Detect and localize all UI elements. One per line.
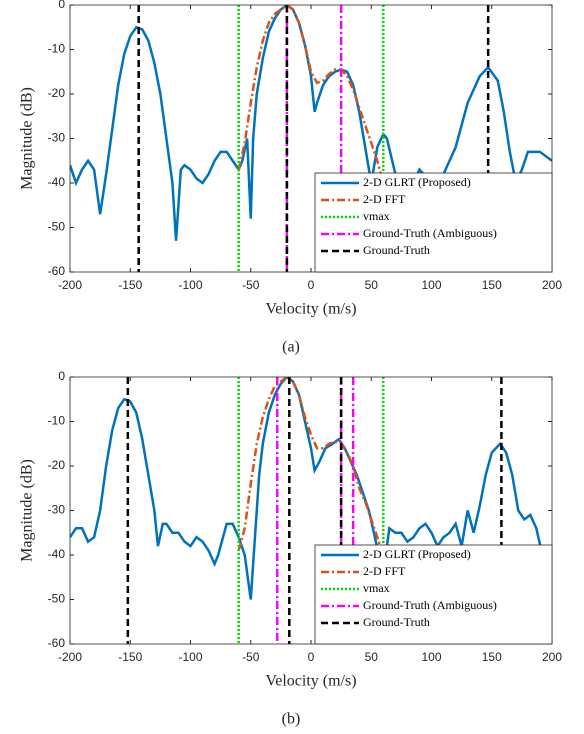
legend-label: Ground-Truth: [363, 243, 430, 257]
y-tick-label: -60: [48, 264, 66, 278]
x-tick-label: 100: [421, 278, 441, 292]
caption: (a): [282, 339, 300, 356]
legend-label: Ground-Truth (Ambiguous): [363, 226, 497, 240]
x-tick-label: 0: [308, 650, 315, 664]
y-tick-label: -40: [48, 175, 66, 189]
y-tick-label: -50: [48, 220, 66, 234]
x-tick-label: -200: [58, 650, 82, 664]
y-tick-label: 0: [58, 369, 65, 383]
legend-label: 2-D GLRT (Proposed): [363, 547, 471, 561]
x-tick-label: -150: [118, 650, 142, 664]
y-tick-label: -10: [48, 414, 66, 428]
legend-label: Ground-Truth (Ambiguous): [363, 598, 497, 612]
x-tick-label: -50: [242, 278, 260, 292]
y-axis-label: Magnitude (dB): [19, 87, 36, 190]
x-tick-label: -100: [178, 650, 202, 664]
x-tick-label: -200: [58, 278, 82, 292]
y-tick-label: -50: [48, 592, 66, 606]
legend-box: [314, 544, 553, 645]
y-axis-label: Magnitude (dB): [19, 459, 36, 562]
y-tick-label: -30: [48, 503, 66, 517]
legend-label: vmax: [363, 581, 390, 595]
legend-label: Ground-Truth: [363, 615, 430, 629]
legend-box: [314, 172, 553, 273]
x-tick-label: 200: [542, 650, 562, 664]
x-tick-label: 100: [421, 650, 441, 664]
x-tick-label: -150: [118, 278, 142, 292]
y-tick-label: 0: [58, 0, 65, 11]
x-axis-label: Velocity (m/s): [265, 673, 356, 690]
y-tick-label: -60: [48, 636, 66, 650]
x-tick-label: 0: [308, 278, 315, 292]
y-tick-label: -20: [48, 86, 66, 100]
x-tick-label: 150: [482, 278, 502, 292]
y-tick-label: -20: [48, 458, 66, 472]
x-tick-label: -100: [178, 278, 202, 292]
x-axis-label: Velocity (m/s): [265, 301, 356, 318]
x-tick-label: -50: [242, 650, 260, 664]
y-tick-label: -40: [48, 547, 66, 561]
data-line: [237, 377, 385, 556]
data-line: [237, 5, 385, 184]
x-tick-label: 150: [482, 650, 502, 664]
caption: (b): [282, 711, 301, 728]
legend-label: 2-D GLRT (Proposed): [363, 175, 471, 189]
legend-label: 2-D FFT: [363, 192, 406, 206]
y-tick-label: -30: [48, 131, 66, 145]
y-tick-label: -10: [48, 42, 66, 56]
legend-label: 2-D FFT: [363, 564, 406, 578]
legend-label: vmax: [363, 209, 390, 223]
x-tick-label: 50: [365, 278, 379, 292]
x-tick-label: 50: [365, 650, 379, 664]
x-tick-label: 200: [542, 278, 562, 292]
